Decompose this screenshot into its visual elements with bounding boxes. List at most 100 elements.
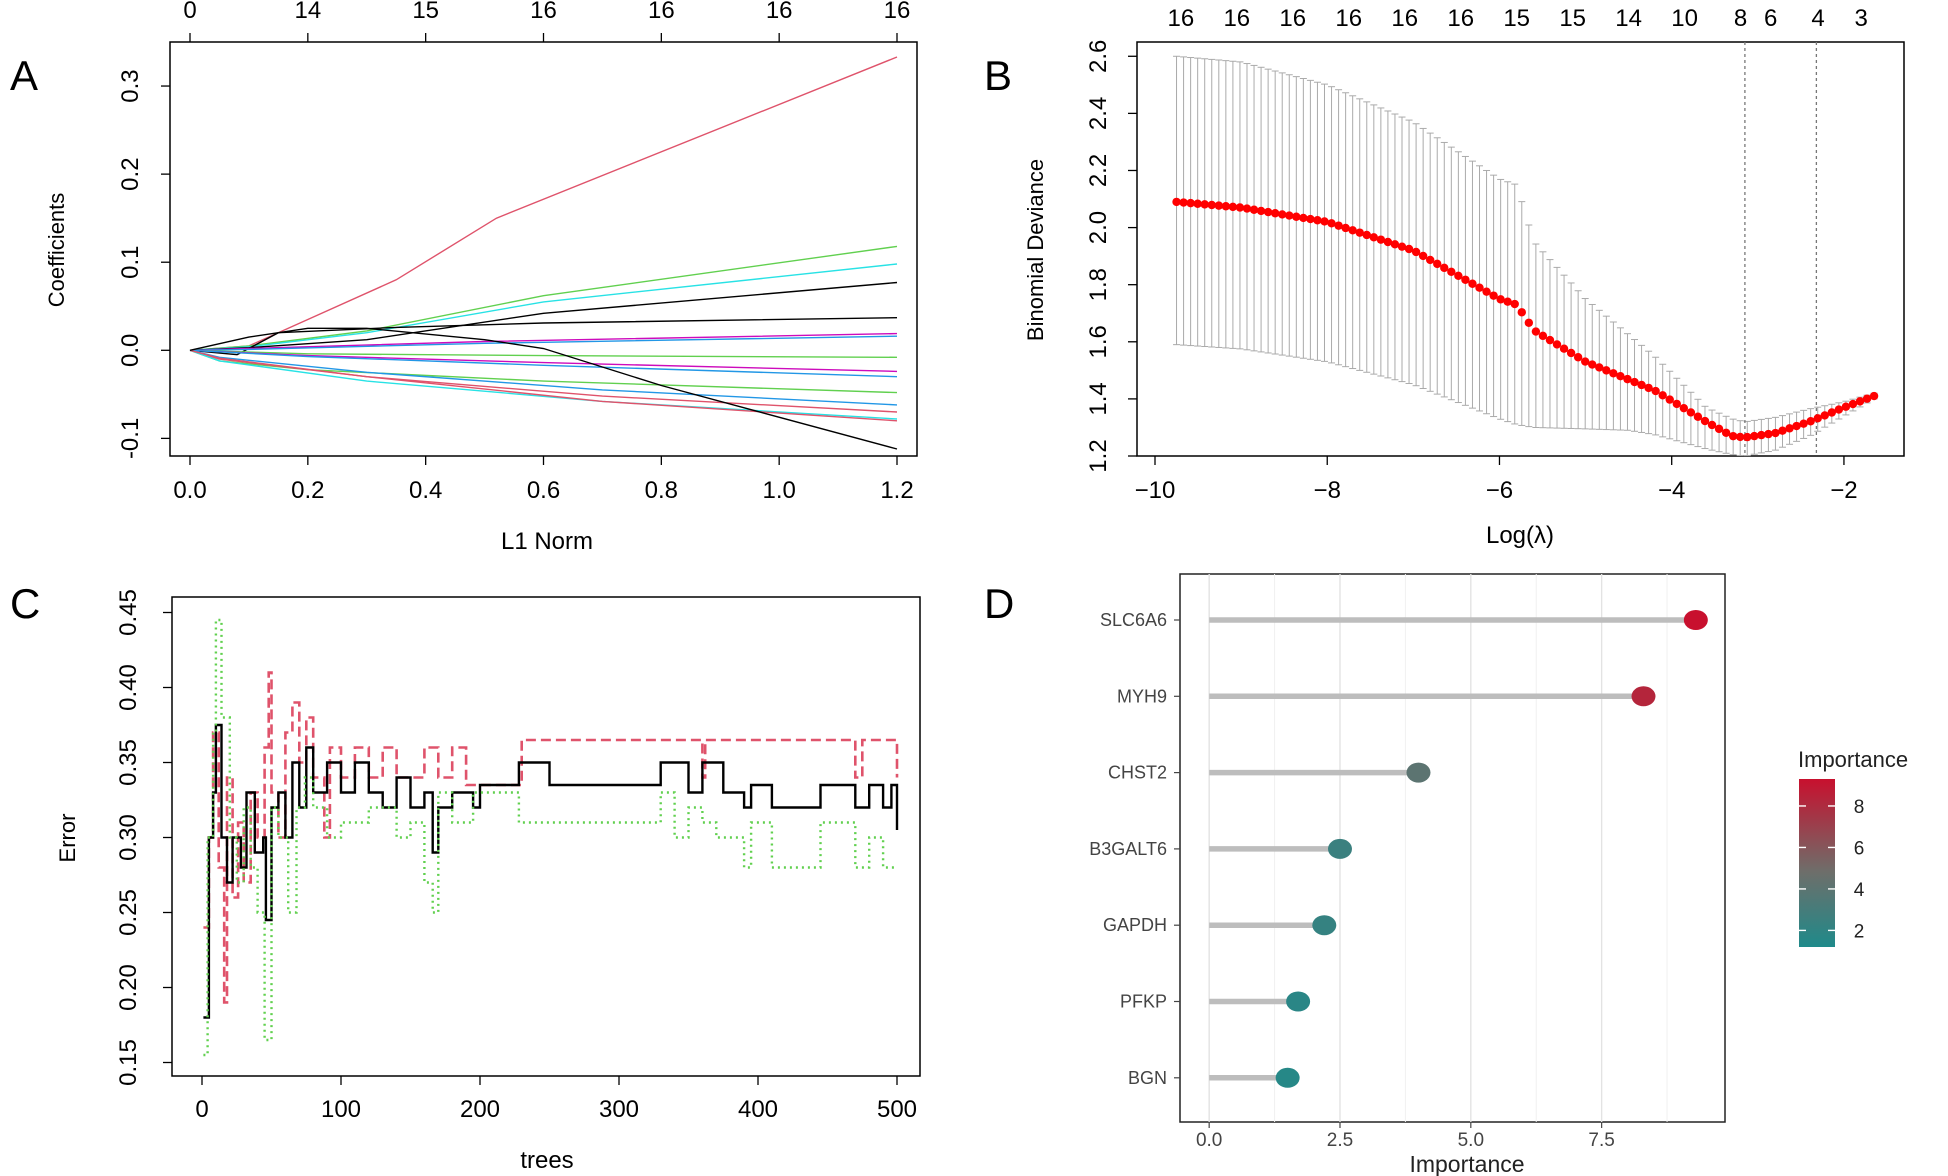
legend-tick-label: 8 [1854, 797, 1865, 818]
panel-a-frame [169, 41, 918, 457]
panel-a-xlabel: L1 Norm [501, 528, 593, 555]
panel-c-ytick-label: 0.40 [115, 664, 142, 711]
panel-b-deviance-point [1278, 210, 1287, 219]
panel-b-deviance-point [1503, 297, 1512, 306]
panel-a-ytick-label: 0.0 [117, 334, 144, 367]
panel-b-deviance-point [1256, 206, 1266, 216]
panel-b-deviance-point [1841, 402, 1851, 411]
panel-b-deviance-point [1869, 391, 1879, 401]
panel-b-toptick-label: 16 [1279, 5, 1306, 32]
panel-b-toptick-label: 16 [1335, 5, 1362, 32]
panel-d-xtick-label: 0.0 [1196, 1130, 1222, 1151]
panel-b-deviance-point [1820, 411, 1829, 420]
panel-b-deviance-point [1425, 255, 1435, 265]
panel-b-ytick-label: 1.6 [1085, 325, 1112, 358]
panel-b-deviance-point [1728, 431, 1738, 441]
panel-b-deviance-point [1524, 318, 1534, 327]
panel-b-deviance-point [1813, 414, 1822, 423]
panel-d-importance-lollipop: 0.0 2.5 5.0 7.5 SLC6A6 MYH9 CHST2 B3GALT6 GAPDH P… [1089, 573, 1908, 1176]
panel-b-deviance-point [1623, 374, 1632, 384]
panel-b-deviance-point [1482, 287, 1491, 296]
panel-b-deviance-point [1228, 202, 1238, 212]
panel-b-deviance-point [1475, 283, 1484, 292]
panel-b-ytick-label: 2.4 [1085, 97, 1112, 130]
panel-a-toptick-label: 15 [412, 0, 439, 24]
panel-a-xtick-label: 1.2 [880, 477, 913, 504]
panel-b-deviance-point [1433, 259, 1442, 269]
panel-b-deviance-point [1397, 242, 1407, 251]
panel-a-xtick-label: 0.4 [409, 477, 442, 504]
panel-b-frame [1136, 41, 1905, 457]
panel-a-coef-path [189, 317, 898, 356]
panel-b-deviance-point [1588, 360, 1597, 369]
panel-b-ylabel: Binomial Deviance [1023, 159, 1048, 341]
panel-b-deviance-point [1404, 244, 1414, 254]
panel-b-deviance-point [1517, 308, 1526, 317]
panel-b-deviance-point [1855, 397, 1865, 406]
panel-b-deviance-point [1235, 203, 1245, 212]
panel-a-ytick-label: -0.1 [117, 418, 144, 459]
panel-b-toptick-label: 16 [1391, 5, 1418, 32]
panel-a-ytick-label: 0.2 [117, 157, 144, 190]
panel-d-point [1312, 915, 1337, 936]
panel-c-ytick-label: 0.45 [115, 589, 142, 636]
panel-b-deviance-point [1862, 394, 1872, 403]
panel-a-xtick-label: 0.2 [291, 477, 324, 504]
panel-b-deviance-point [1172, 197, 1181, 207]
panel-c-xlabel: trees [520, 1147, 573, 1174]
panel-c-error-path [203, 723, 899, 1019]
panel-d-xtick-label: 2.5 [1327, 1130, 1353, 1151]
panel-c-xtick-label: 500 [877, 1096, 917, 1123]
panel-b-deviance-point [1616, 372, 1625, 381]
panel-b-deviance-point [1757, 430, 1766, 440]
panel-d-point [1286, 991, 1311, 1012]
panel-b-deviance-point [1418, 251, 1428, 261]
panel-a-toptick-label: 16 [648, 0, 675, 24]
panel-b-deviance-point [1538, 331, 1548, 341]
panel-b-deviance-point [1355, 228, 1364, 237]
panel-b-deviance-point [1221, 202, 1231, 211]
panel-a-ytick-label: 0.3 [117, 69, 144, 102]
panel-b-toptick-label: 3 [1854, 5, 1867, 32]
panel-b-deviance-point [1651, 386, 1660, 396]
panel-b-toptick-label: 16 [1167, 5, 1194, 32]
panel-b-deviance-point [1369, 233, 1379, 242]
panel-b-deviance-point [1263, 207, 1273, 217]
panel-b-deviance-point [1764, 429, 1773, 439]
panel-b-xtick-label: −4 [1658, 477, 1685, 504]
panel-d-gene-label: B3GALT6 [1089, 839, 1167, 859]
panel-d-gene-label: CHST2 [1108, 763, 1167, 783]
panel-b-toptick-label: 14 [1615, 5, 1642, 32]
panel-a-toptick-label: 16 [530, 0, 557, 24]
panel-a-coef-path [189, 349, 898, 420]
panel-d-gene-label: MYH9 [1117, 686, 1167, 706]
panel-label-c: C [10, 580, 40, 627]
panel-a-coef-path [189, 349, 898, 378]
panel-a-toptick-label: 0 [183, 0, 196, 24]
panel-a-xtick-label: 1.0 [762, 477, 795, 504]
panel-b-deviance-point [1679, 403, 1689, 413]
panel-c-xtick-label: 100 [321, 1096, 361, 1123]
panel-b-deviance-point [1566, 348, 1576, 358]
panel-b-deviance-point [1602, 366, 1611, 375]
panel-d-gene-label: PFKP [1120, 992, 1167, 1012]
panel-b-deviance-point [1320, 217, 1329, 226]
panel-b-deviance-point [1179, 198, 1188, 207]
panel-b-toptick-label: 15 [1503, 5, 1530, 32]
panel-b-deviance-point [1743, 432, 1752, 442]
panel-b-deviance-point [1545, 335, 1555, 345]
panel-b-deviance-point [1348, 226, 1357, 235]
panel-b-deviance-point [1707, 420, 1717, 430]
panel-b-deviance-point [1785, 424, 1794, 433]
panel-b-deviance-point [1468, 279, 1477, 288]
panel-b-deviance-point [1306, 214, 1315, 224]
panel-b-toptick-label: 10 [1671, 5, 1698, 32]
panel-b-deviance-point [1721, 428, 1731, 437]
panel-label-b: B [984, 52, 1012, 99]
panel-a-toptick-label: 14 [294, 0, 321, 24]
panel-d-point [1683, 610, 1708, 630]
legend-colorbar [1799, 779, 1835, 947]
panel-d-point [1406, 762, 1431, 783]
panel-a-toptick-label: 16 [884, 0, 911, 24]
